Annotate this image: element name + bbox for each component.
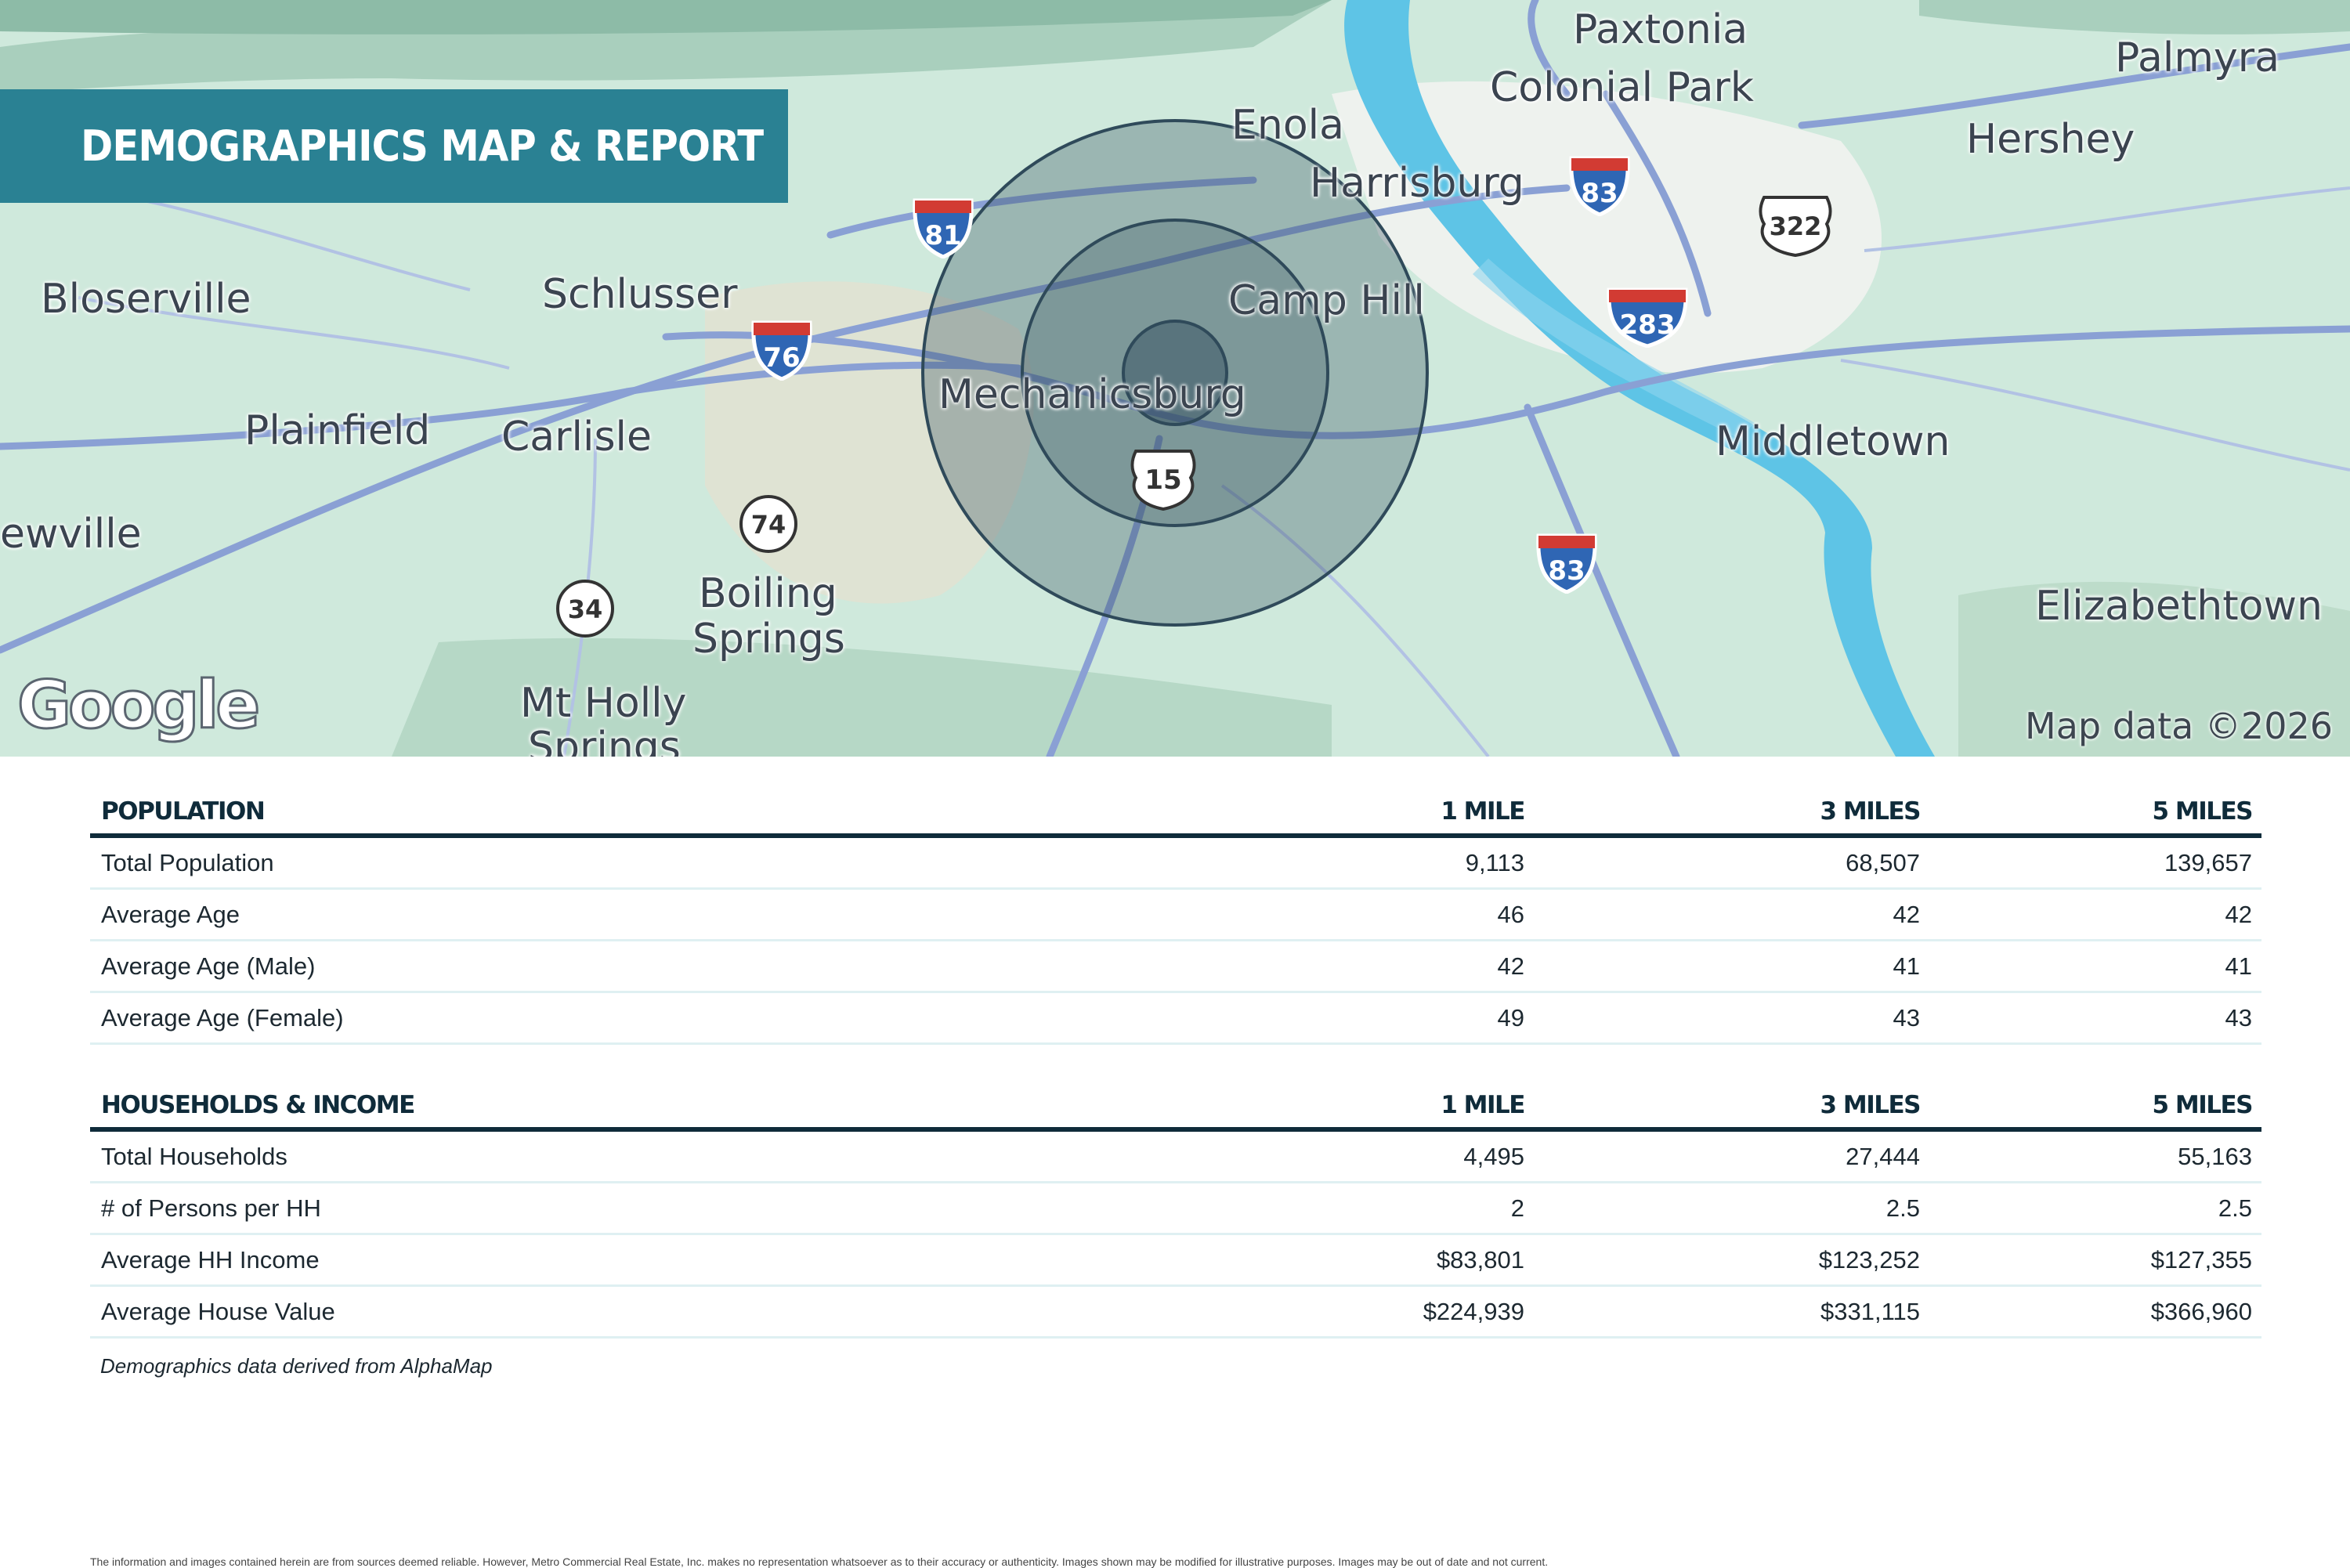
cell-5-miles: 41 [2225, 952, 2252, 980]
population-table-header: POPULATION 1 MILE 3 MILES 5 MILES [90, 789, 2261, 838]
place-label-boiling-springs-line1: Boiling [699, 570, 837, 617]
demographics-map[interactable]: DEMOGRAPHICS MAP & REPORT Paxtonia Colon… [0, 0, 2350, 757]
place-label-schlusser: Schlusser [542, 271, 738, 318]
svg-text:322: 322 [1770, 211, 1822, 241]
table-row: Average HH Income $83,801 $123,252 $127,… [90, 1235, 2261, 1287]
table-row: Average House Value $224,939 $331,115 $3… [90, 1287, 2261, 1339]
report-title-banner: DEMOGRAPHICS MAP & REPORT [0, 89, 788, 203]
cell-5-miles: 55,163 [2178, 1142, 2252, 1170]
households-table-header: HOUSEHOLDS & INCOME 1 MILE 3 MILES 5 MIL… [90, 1083, 2261, 1132]
ridge-southeast [1958, 581, 2350, 757]
radius-1-mile [1122, 320, 1228, 426]
row-label: Total Households [101, 1142, 287, 1170]
place-label-newville: ewville [0, 511, 142, 558]
place-label-carlisle: Carlisle [501, 414, 652, 461]
households-heading: HOUSEHOLDS & INCOME [101, 1091, 415, 1119]
place-label-hershey: Hershey [1966, 116, 2135, 163]
cell-3-miles: $123,252 [1818, 1245, 1920, 1274]
cell-1-mile: 42 [1497, 952, 1524, 980]
row-label: Average Age (Male) [101, 952, 316, 980]
place-label-elizabethtown: Elizabethtown [2035, 583, 2323, 630]
place-label-plainfield: Plainfield [244, 407, 431, 454]
cell-3-miles: 27,444 [1846, 1142, 1920, 1170]
place-label-paxtonia: Paxtonia [1573, 6, 1748, 53]
column-header-5-miles: 5 MILES [2152, 1091, 2253, 1119]
place-label-boiling-springs-line2: Springs [692, 616, 845, 663]
svg-text:15: 15 [1144, 464, 1181, 496]
cell-3-miles: 42 [1893, 900, 1920, 928]
svg-text:83: 83 [1548, 555, 1585, 587]
radius-5-mile [921, 119, 1429, 627]
households-income-table: HOUSEHOLDS & INCOME 1 MILE 3 MILES 5 MIL… [90, 1083, 2261, 1339]
table-row: Total Households 4,495 27,444 55,163 [90, 1132, 2261, 1183]
radius-rings [921, 119, 1429, 627]
cell-3-miles: 2.5 [1885, 1194, 1920, 1222]
svg-text:283: 283 [1620, 309, 1676, 341]
place-label-palmyra: Palmyra [2115, 34, 2280, 81]
table-row: Average Age 46 42 42 [90, 890, 2261, 941]
radius-3-mile [1021, 219, 1329, 527]
ridge-north-dark [0, 0, 1332, 34]
table-row: Average Age (Male) 42 41 41 [90, 941, 2261, 993]
place-label-enola: Enola [1231, 102, 1344, 149]
cell-1-mile: 9,113 [1465, 848, 1524, 876]
table-row: Average Age (Female) 49 43 43 [90, 993, 2261, 1045]
row-label: Average House Value [101, 1297, 335, 1325]
row-label: Average Age (Female) [101, 1003, 344, 1031]
place-label-bloserville: Bloserville [41, 276, 251, 323]
column-header-1-mile: 1 MILE [1441, 1091, 1525, 1119]
svg-text:83: 83 [1581, 178, 1618, 209]
population-heading: POPULATION [101, 797, 266, 826]
ridge-south [392, 638, 1332, 757]
cell-3-miles: 68,507 [1846, 848, 1920, 876]
cell-1-mile: 46 [1497, 900, 1524, 928]
place-label-mechanicsburg: Mechanicsburg [938, 371, 1246, 418]
cell-3-miles: 43 [1893, 1003, 1920, 1031]
report-title: DEMOGRAPHICS MAP & REPORT [81, 121, 764, 171]
map-data-credit[interactable]: Map data ©2026 [2025, 705, 2333, 747]
cell-1-mile: 4,495 [1463, 1142, 1524, 1170]
row-label: Total Population [101, 848, 274, 876]
column-header-5-miles: 5 MILES [2152, 797, 2253, 826]
legal-disclaimer: The information and images contained her… [90, 1555, 1549, 1568]
cell-5-miles: 2.5 [2218, 1194, 2252, 1222]
cell-5-miles: $366,960 [2150, 1297, 2252, 1325]
svg-text:34: 34 [568, 594, 603, 624]
place-label-middletown: Middletown [1716, 418, 1950, 465]
table-row: Total Population 9,113 68,507 139,657 [90, 838, 2261, 890]
row-label: Average Age [101, 900, 240, 928]
place-label-harrisburg: Harrisburg [1310, 160, 1524, 207]
local-roads [0, 179, 2350, 757]
ridge-northeast [1919, 0, 2350, 34]
svg-text:76: 76 [763, 342, 800, 374]
row-label: # of Persons per HH [101, 1194, 321, 1222]
cell-5-miles: 139,657 [2164, 848, 2252, 876]
table-row: # of Persons per HH 2 2.5 2.5 [90, 1183, 2261, 1235]
svg-text:81: 81 [924, 220, 961, 251]
data-source-footnote: Demographics data derived from AlphaMap [100, 1354, 493, 1378]
svg-text:74: 74 [751, 510, 786, 540]
cell-1-mile: 2 [1510, 1194, 1524, 1222]
place-label-mt-holly-line1: Mt Holly [520, 680, 687, 727]
place-label-colonial-park: Colonial Park [1490, 64, 1755, 111]
column-header-3-miles: 3 MILES [1820, 1091, 1921, 1119]
google-logo[interactable]: Google [16, 667, 261, 743]
place-label-mt-holly-line2: Springs [528, 724, 681, 757]
urban-area-harrisburg [1332, 81, 1882, 374]
river-island [1473, 258, 1755, 439]
column-header-1-mile: 1 MILE [1441, 797, 1525, 826]
cell-1-mile: $83,801 [1436, 1245, 1524, 1274]
cell-1-mile: $224,939 [1423, 1297, 1524, 1325]
cell-3-miles: $331,115 [1820, 1297, 1920, 1325]
column-header-3-miles: 3 MILES [1820, 797, 1921, 826]
cell-5-miles: $127,355 [2150, 1245, 2252, 1274]
cell-3-miles: 41 [1893, 952, 1920, 980]
cell-5-miles: 42 [2225, 900, 2252, 928]
row-label: Average HH Income [101, 1245, 320, 1274]
cell-5-miles: 43 [2225, 1003, 2252, 1031]
cell-1-mile: 49 [1497, 1003, 1524, 1031]
place-label-camp-hill: Camp Hill [1228, 277, 1425, 324]
population-table: POPULATION 1 MILE 3 MILES 5 MILES Total … [90, 789, 2261, 1045]
